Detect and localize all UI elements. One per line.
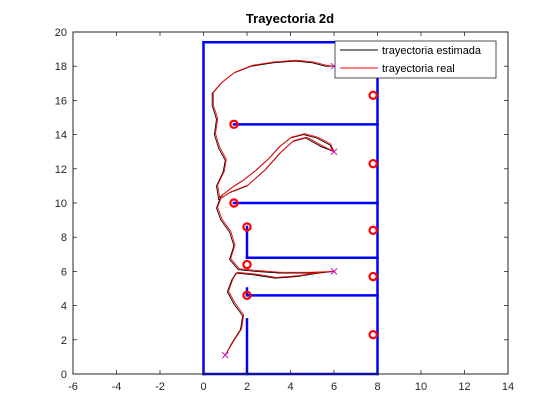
x-tick-label: 0 — [200, 381, 206, 393]
landmark-point — [368, 329, 378, 340]
y-tick-label: 2 — [61, 335, 67, 347]
y-tick-label: 8 — [61, 232, 67, 244]
landmark-point — [242, 259, 252, 270]
y-tick-label: 20 — [55, 27, 67, 39]
cross-marker — [221, 351, 229, 359]
series-layer — [211, 59, 335, 356]
cross-marker — [330, 268, 338, 275]
landmark-point — [242, 290, 252, 301]
ticks-layer: -6 -4 -2 0 2 4 6 8 10 12 14 0 2 4 6 8 10 12 14 16 18 20 — [55, 27, 514, 393]
landmark-point — [368, 225, 378, 236]
x-tick-label: 2 — [244, 381, 250, 393]
legend-label-real: trayectoria real — [382, 63, 455, 75]
y-tick-label: 14 — [55, 130, 67, 142]
x-tick-label: 4 — [287, 381, 293, 393]
series-line-real — [212, 59, 335, 356]
landmark-point — [229, 198, 239, 208]
x-tick-label: -6 — [68, 381, 78, 393]
x-tick-label: 14 — [502, 381, 514, 393]
y-tick-label: 12 — [55, 164, 67, 176]
x-tick-label: 10 — [415, 381, 427, 393]
landmark-point — [242, 222, 252, 232]
legend-box — [334, 40, 497, 79]
landmarks-layer — [229, 90, 378, 340]
x-tick-label: 12 — [458, 381, 470, 393]
y-tick-label: 0 — [61, 369, 67, 381]
y-tick-label: 10 — [55, 198, 67, 210]
legend-label-estimated: trayectoria estimada — [382, 45, 482, 57]
legend: trayectoria estimada trayectoria real — [334, 40, 497, 79]
y-tick-label: 6 — [61, 266, 67, 278]
landmark-point — [368, 158, 378, 169]
y-tick-label: 4 — [61, 301, 67, 313]
x-tick-label: 8 — [374, 381, 380, 393]
landmark-point — [229, 119, 239, 130]
x-tick-label: 6 — [331, 381, 337, 393]
y-tick-label: 18 — [55, 61, 67, 73]
cross-marker — [330, 148, 338, 156]
x-tick-label: -4 — [112, 381, 122, 393]
y-tick-label: 16 — [55, 95, 67, 107]
x-tick-label: -2 — [155, 381, 165, 393]
chart-title: Trayectoria 2d — [246, 11, 334, 26]
landmark-point — [368, 271, 378, 282]
landmark-point — [368, 90, 378, 100]
